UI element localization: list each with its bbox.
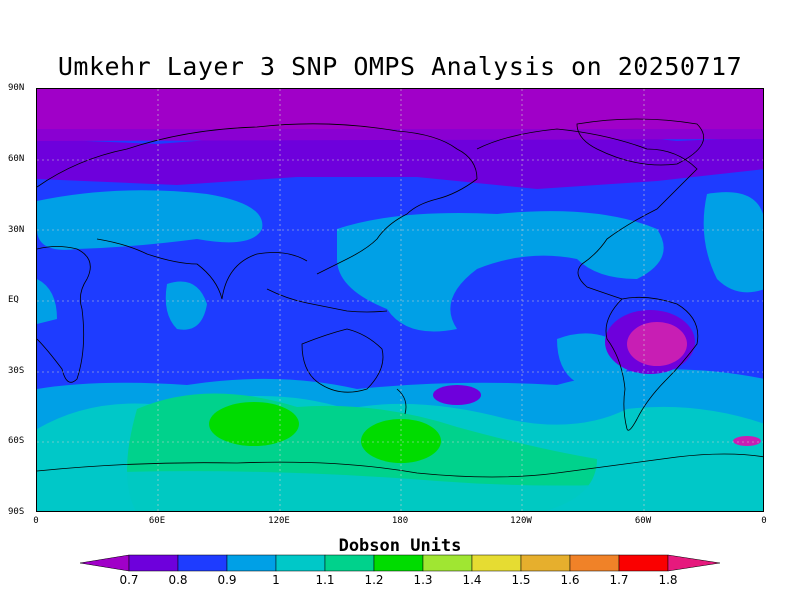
field-low-sa-core (627, 322, 687, 366)
coast-greenland (576, 118, 704, 166)
colorbar-label-1-3: 1.3 (413, 573, 433, 587)
colorbar-swatch-9 (520, 554, 571, 572)
colorbar-swatch-2 (177, 554, 228, 572)
colorbar-swatch-5 (324, 554, 375, 572)
lon-label-120e: 120E (268, 516, 290, 526)
colorbar-label-1-8: 1.8 (658, 573, 678, 587)
coast-asia-east (316, 178, 478, 275)
lon-label-120w: 120W (510, 516, 532, 526)
colorbar-label-0-8: 0.8 (168, 573, 188, 587)
colorbar-swatch-10 (569, 554, 620, 572)
coast-indonesia (266, 288, 388, 313)
colorbar-label-1-5: 1.5 (511, 573, 531, 587)
colorbar-label-1-2: 1.2 (364, 573, 384, 587)
coast-nz (396, 388, 407, 415)
lon-label-0-east: 0 (761, 516, 767, 526)
field-north-band-top (37, 129, 763, 141)
map-svg (37, 89, 763, 511)
colorbar-title: Dobson Units (338, 536, 462, 556)
field-nh-patch-5 (37, 279, 57, 324)
lon-label-60e: 60E (148, 516, 166, 526)
field-north-band (37, 129, 763, 189)
colorbar-swatch-1 (128, 554, 179, 572)
gridlines (37, 89, 763, 511)
coast-north-america (476, 128, 698, 300)
lat-label-30n: 30N (8, 225, 25, 235)
coast-eurasia-north (37, 123, 478, 188)
field-nh-patch-4 (165, 281, 207, 330)
field-low-pacific (433, 385, 481, 405)
coastlines (37, 118, 763, 478)
field-nh-patch-1 (37, 190, 263, 250)
colorbar-label-0-9: 0.9 (217, 573, 237, 587)
field-nh-patch-2 (337, 211, 664, 332)
coast-australia (301, 328, 384, 393)
lon-label-180: 180 (391, 516, 409, 526)
lat-label-60n: 60N (8, 154, 25, 164)
ozone-map (36, 88, 764, 512)
field-low-atlantic (733, 436, 761, 446)
colorbar-swatch-7 (422, 554, 473, 572)
colorbar-arrow-high (667, 554, 720, 572)
lat-label-30s: 30S (8, 366, 25, 376)
field-antarctic-strip (37, 471, 763, 511)
colorbar-swatch-4 (275, 554, 326, 572)
colorbar-label-1-4: 1.4 (462, 573, 482, 587)
field-nh-patch-3 (703, 192, 763, 293)
colorbar-label-0-7: 0.7 (119, 573, 139, 587)
field-high-1 (209, 402, 299, 446)
colorbar (80, 554, 720, 572)
colorbar-label-1-7: 1.7 (609, 573, 629, 587)
colorbar-swatch-3 (226, 554, 277, 572)
colorbar-label-1-1: 1.1 (315, 573, 335, 587)
colorbar-label-1: 1 (272, 573, 280, 587)
lon-label-60w: 60W (634, 516, 652, 526)
colorbar-swatch-8 (471, 554, 522, 572)
colorbar-swatch-11 (618, 554, 669, 572)
map-title: Umkehr Layer 3 SNP OMPS Analysis on 2025… (57, 52, 743, 81)
lat-label-eq: EQ (8, 295, 19, 305)
lat-label-60s: 60S (8, 436, 25, 446)
coast-africa (37, 246, 91, 383)
lat-label-90s: 90S (8, 507, 25, 517)
lat-label-90n: 90N (8, 83, 25, 93)
lon-label-0-west: 0 (33, 516, 39, 526)
colorbar-arrow-low (80, 554, 130, 572)
coast-south-america (605, 296, 699, 431)
coast-antarctica (37, 453, 763, 478)
colorbar-label-1-6: 1.6 (560, 573, 580, 587)
colorbar-swatch-6 (373, 554, 424, 572)
coast-india (96, 238, 308, 300)
